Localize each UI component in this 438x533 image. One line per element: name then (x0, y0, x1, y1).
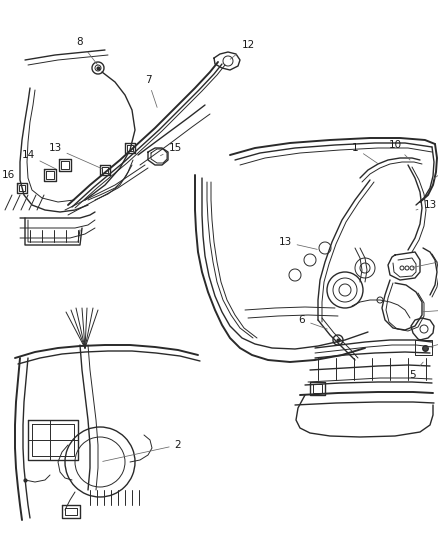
Text: 9: 9 (434, 163, 438, 179)
Text: 10: 10 (389, 140, 410, 160)
Text: 16: 16 (1, 170, 20, 186)
Text: 15: 15 (160, 143, 182, 156)
Text: 7: 7 (145, 75, 157, 107)
Text: 13: 13 (416, 200, 437, 210)
Text: 1: 1 (352, 143, 378, 164)
Text: 2: 2 (413, 255, 438, 268)
Text: 14: 14 (21, 150, 56, 169)
Text: 13: 13 (48, 143, 102, 169)
Text: 12: 12 (230, 40, 254, 59)
Text: 2: 2 (103, 440, 181, 462)
Text: 8: 8 (77, 37, 98, 66)
Text: 6: 6 (299, 315, 327, 329)
Text: 2: 2 (423, 305, 438, 315)
Text: 4: 4 (427, 337, 438, 348)
Text: 5: 5 (409, 362, 423, 380)
Text: 13: 13 (279, 237, 317, 249)
